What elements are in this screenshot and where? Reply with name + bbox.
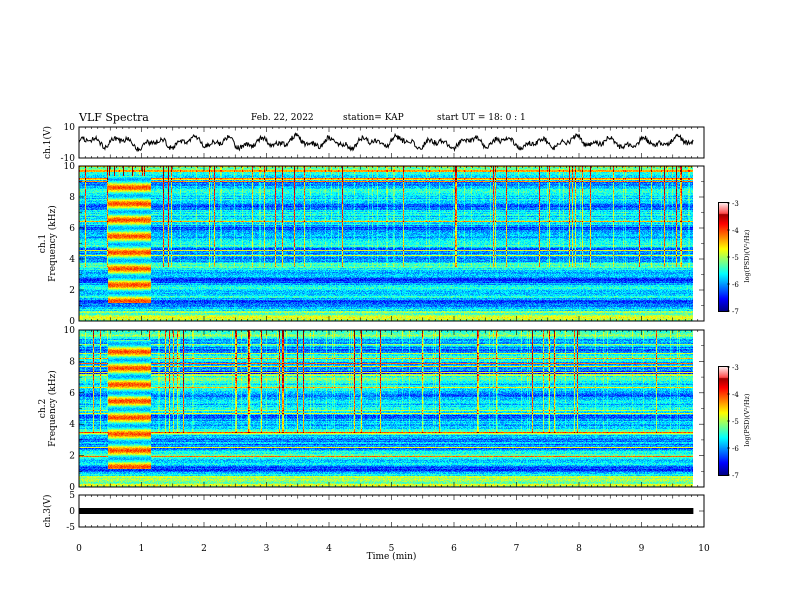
- y-tick-label: 10: [64, 162, 76, 172]
- x-tick-label: 4: [326, 544, 332, 554]
- colorbar-tick-label: -3: [732, 200, 739, 208]
- start-time-label: start UT = 18: 0 : 1: [437, 113, 526, 123]
- ch1-waveform: [78, 132, 694, 153]
- colorbar-tick-label: -5: [732, 254, 739, 262]
- y-tick-label: 8: [69, 193, 75, 203]
- x-tick-label: 6: [451, 544, 457, 554]
- ch1-spectrogram: [79, 166, 704, 321]
- y-tick-label: 6: [69, 224, 75, 234]
- x-tick-label: 8: [576, 544, 582, 554]
- y-tick-label: -10: [61, 154, 76, 164]
- x-tick-label: 5: [389, 544, 395, 554]
- ch3-voltage-axis-label: ch.3(V): [42, 495, 53, 528]
- station-label: station= KAP: [343, 113, 404, 123]
- panel-frames: [78, 126, 705, 528]
- x-tick-label: 9: [639, 544, 645, 554]
- y-tick-label: 4: [69, 420, 75, 430]
- y-tick-label: 8: [69, 357, 75, 367]
- colorbar-tick-label: -3: [732, 364, 739, 372]
- y-tick-label: 2: [69, 452, 75, 462]
- figure-title: VLF Spectra: [79, 111, 149, 124]
- y-tick-label: 6: [69, 389, 75, 399]
- ch3-band-line: [79, 508, 694, 514]
- x-tick-label: 1: [139, 544, 145, 554]
- colorbar-tick-label: -7: [732, 472, 739, 480]
- y-tick-label: 10: [64, 123, 76, 133]
- colorbar-tick-label: -5: [732, 418, 739, 426]
- colorbar-tick-label: -6: [732, 281, 739, 289]
- x-axis-label: Time (min): [367, 551, 417, 562]
- ch2-frequency-axis-label-1: ch.2: [38, 399, 48, 418]
- x-tick-label: 7: [514, 544, 520, 554]
- ch1-frequency-axis-label-2: Frequency (kHz): [47, 205, 58, 282]
- y-tick-label: -5: [66, 523, 75, 533]
- y-tick-label: 4: [69, 255, 75, 265]
- y-tick-label: 10: [64, 326, 76, 336]
- y-tick-label: 0: [69, 317, 75, 327]
- panel-frame-3: [78, 329, 705, 488]
- x-tick-label: 2: [201, 544, 207, 554]
- x-tick-label: 10: [698, 544, 710, 554]
- colorbar-tick-label: -4: [732, 391, 739, 399]
- ch1-frequency-axis-label-1: ch.1: [38, 234, 48, 253]
- ch3-band: [79, 508, 694, 514]
- ch2-frequency-axis-label-2: Frequency (kHz): [47, 370, 58, 447]
- y-tick-label: 5: [69, 491, 75, 501]
- y-tick-label: 0: [69, 507, 75, 517]
- x-tick-label: 3: [264, 544, 270, 554]
- x-tick-label: 0: [76, 544, 82, 554]
- colorbar-tick-label: -6: [732, 445, 739, 453]
- colorbar-tick-label: -7: [732, 308, 739, 316]
- ch1-voltage-axis-label: ch.1(V): [42, 126, 53, 159]
- ch2-spectrogram: [79, 330, 704, 487]
- colorbar-label-2: log(PSD)(V²/Hz): [743, 393, 751, 446]
- colorbar-label-1: log(PSD)(V²/Hz): [743, 229, 751, 282]
- colorbar-tick-label: -4: [732, 227, 739, 235]
- y-tick-label: 2: [69, 286, 75, 296]
- axis-ticks: [78, 126, 730, 528]
- date-label: Feb. 22, 2022: [251, 113, 314, 123]
- panel-frame-2: [78, 165, 705, 322]
- ch1-waveform-line: [78, 132, 694, 153]
- y-tick-label: 0: [69, 483, 75, 493]
